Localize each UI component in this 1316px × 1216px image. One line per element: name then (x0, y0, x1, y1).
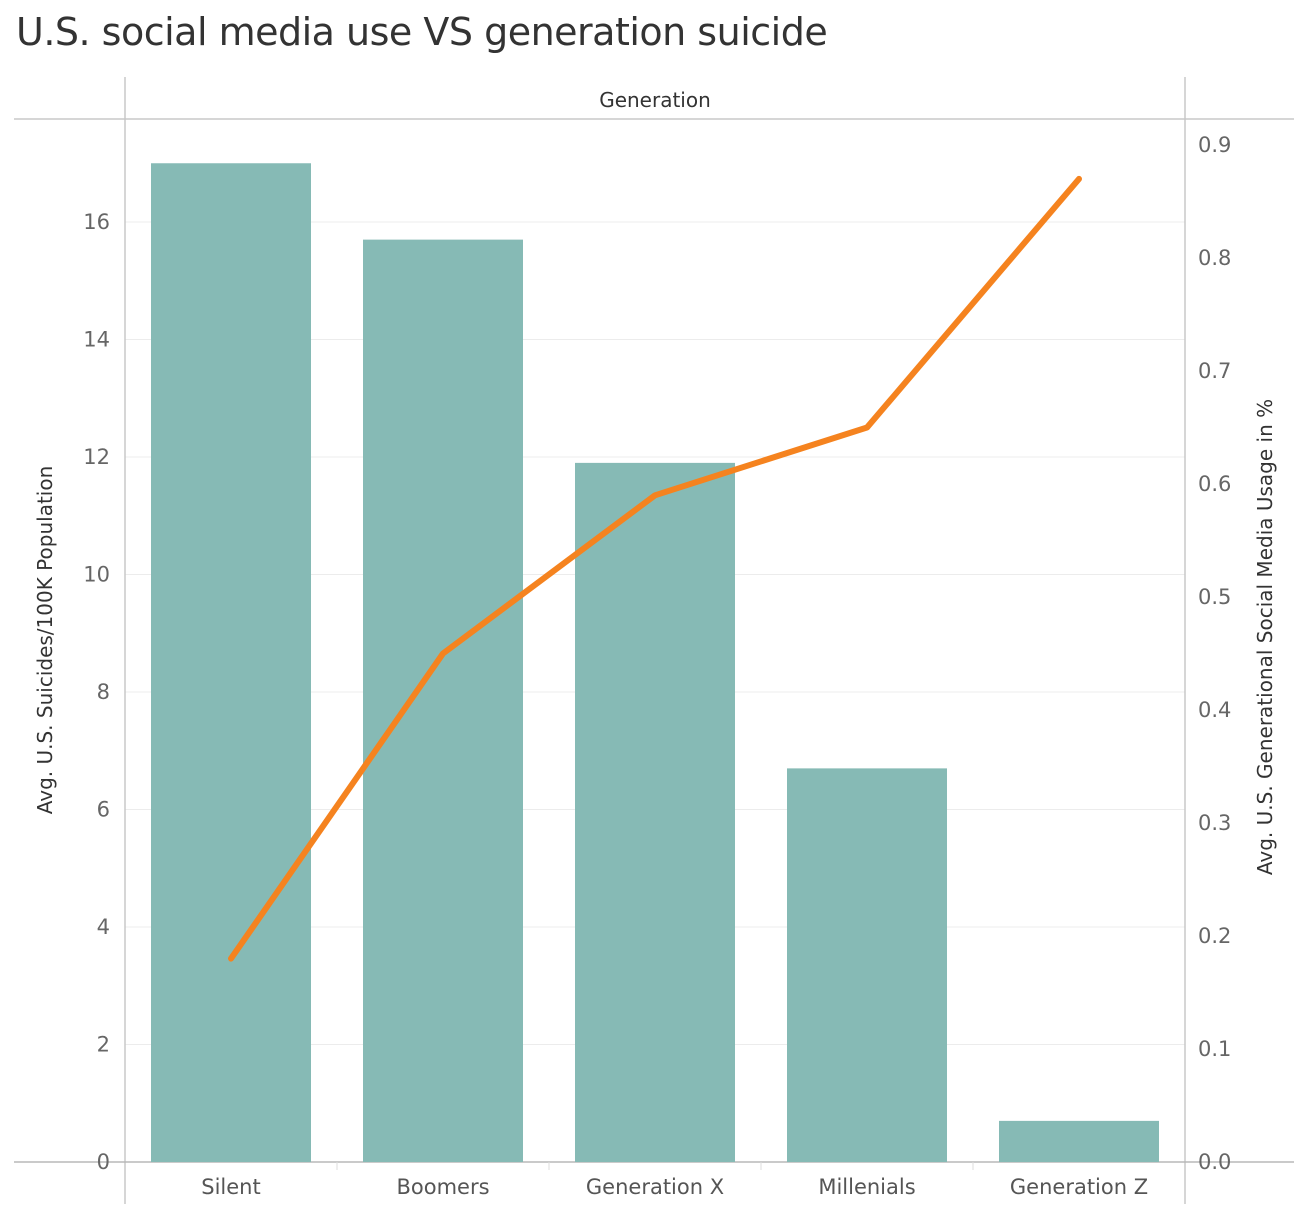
category-label: Generation Z (1010, 1175, 1148, 1199)
right-tick-label: 0.0 (1198, 1150, 1231, 1174)
column-header: Generation (599, 88, 711, 112)
y-axis-label-right: Avg. U.S. Generational Social Media Usag… (1253, 399, 1277, 875)
left-tick-label: 4 (97, 915, 110, 939)
y-axis-label-left: Avg. U.S. Suicides/100K Population (33, 466, 57, 815)
right-tick-label: 0.1 (1198, 1037, 1231, 1061)
right-tick-label: 0.7 (1198, 359, 1231, 383)
left-tick-label: 10 (83, 563, 110, 587)
right-tick-label: 0.2 (1198, 924, 1231, 948)
bar-generation-x (575, 462, 735, 1162)
left-tick-label: 6 (97, 798, 110, 822)
bar-silent (151, 163, 311, 1162)
category-label: Generation X (586, 1175, 724, 1199)
left-tick-label: 14 (83, 328, 110, 352)
bar-boomers (363, 239, 523, 1162)
right-tick-label: 0.8 (1198, 246, 1231, 270)
category-label: Boomers (396, 1175, 489, 1199)
right-tick-label: 0.5 (1198, 585, 1231, 609)
category-labels: Silent Boomers Generation X Millenials Gener… (201, 1162, 1148, 1199)
page-title: U.S. social media use VS generation suic… (16, 10, 828, 54)
right-tick-label: 0.9 (1198, 133, 1231, 157)
left-tick-label: 2 (97, 1033, 110, 1057)
right-tick-label: 0.6 (1198, 472, 1231, 496)
bar-generation-z (999, 1120, 1159, 1162)
bars (151, 163, 1159, 1162)
left-tick-label: 8 (97, 680, 110, 704)
usage-line (228, 175, 1082, 962)
bar-millenials (787, 768, 947, 1162)
right-axis-ticks: 0.0 0.1 0.2 0.3 0.4 0.5 0.6 0.7 0.8 0.9 (1198, 133, 1231, 1174)
left-tick-label: 12 (83, 445, 110, 469)
right-tick-label: 0.4 (1198, 698, 1231, 722)
left-tick-label: 16 (83, 210, 110, 234)
right-tick-label: 0.3 (1198, 811, 1231, 835)
category-label: Millenials (818, 1175, 915, 1199)
left-tick-label: 0 (97, 1150, 110, 1174)
left-axis-ticks: 0 2 4 6 8 10 12 14 16 (83, 210, 110, 1174)
category-label: Silent (201, 1175, 260, 1199)
